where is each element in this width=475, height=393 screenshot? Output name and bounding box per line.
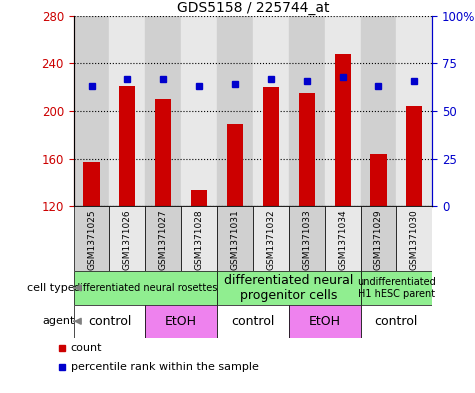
Bar <box>263 87 279 206</box>
Bar <box>74 206 109 271</box>
Text: cell type: cell type <box>27 283 75 293</box>
Bar <box>217 206 253 271</box>
Bar <box>181 16 217 206</box>
Bar <box>289 206 325 271</box>
Text: GSM1371029: GSM1371029 <box>374 209 383 270</box>
Bar <box>325 16 361 206</box>
Bar <box>74 305 145 338</box>
Bar <box>289 305 361 338</box>
Text: GSM1371031: GSM1371031 <box>230 209 239 270</box>
Bar <box>370 154 387 206</box>
Text: control: control <box>375 315 418 328</box>
Bar <box>145 305 217 338</box>
Bar <box>145 16 181 206</box>
Text: GSM1371025: GSM1371025 <box>87 209 96 270</box>
Bar <box>361 206 397 271</box>
Bar <box>217 305 289 338</box>
Bar <box>299 93 315 206</box>
Bar <box>334 54 351 206</box>
Bar <box>406 106 422 206</box>
Text: control: control <box>231 315 275 328</box>
Text: GSM1371030: GSM1371030 <box>410 209 419 270</box>
Text: GSM1371032: GSM1371032 <box>266 209 276 270</box>
Bar <box>217 271 361 305</box>
Bar <box>397 16 432 206</box>
Text: GSM1371028: GSM1371028 <box>195 209 204 270</box>
Text: GSM1371034: GSM1371034 <box>338 209 347 270</box>
Text: differentiated neural rosettes: differentiated neural rosettes <box>74 283 217 293</box>
Title: GDS5158 / 225744_at: GDS5158 / 225744_at <box>177 1 329 15</box>
Bar <box>253 206 289 271</box>
Bar <box>109 16 145 206</box>
Bar <box>84 162 100 206</box>
Bar <box>361 16 397 206</box>
Bar <box>119 86 135 206</box>
Bar <box>289 16 325 206</box>
Text: EtOH: EtOH <box>165 315 197 328</box>
Bar <box>74 271 217 305</box>
Text: undifferentiated
H1 hESC parent: undifferentiated H1 hESC parent <box>357 277 436 299</box>
Text: count: count <box>71 343 102 353</box>
Text: GSM1371026: GSM1371026 <box>123 209 132 270</box>
Bar <box>191 190 207 206</box>
Bar <box>181 206 217 271</box>
Text: agent: agent <box>42 316 75 326</box>
Text: GSM1371033: GSM1371033 <box>302 209 311 270</box>
Bar <box>74 16 109 206</box>
Text: EtOH: EtOH <box>309 315 341 328</box>
Text: GSM1371027: GSM1371027 <box>159 209 168 270</box>
Bar <box>253 16 289 206</box>
Bar <box>217 16 253 206</box>
Bar <box>227 124 243 206</box>
Bar <box>361 305 432 338</box>
Bar <box>325 206 361 271</box>
Text: percentile rank within the sample: percentile rank within the sample <box>71 362 259 373</box>
Text: differentiated neural
progenitor cells: differentiated neural progenitor cells <box>224 274 353 302</box>
Bar <box>145 206 181 271</box>
Bar <box>361 271 432 305</box>
Bar <box>109 206 145 271</box>
Bar <box>155 99 171 206</box>
Text: control: control <box>88 315 131 328</box>
Bar <box>397 206 432 271</box>
